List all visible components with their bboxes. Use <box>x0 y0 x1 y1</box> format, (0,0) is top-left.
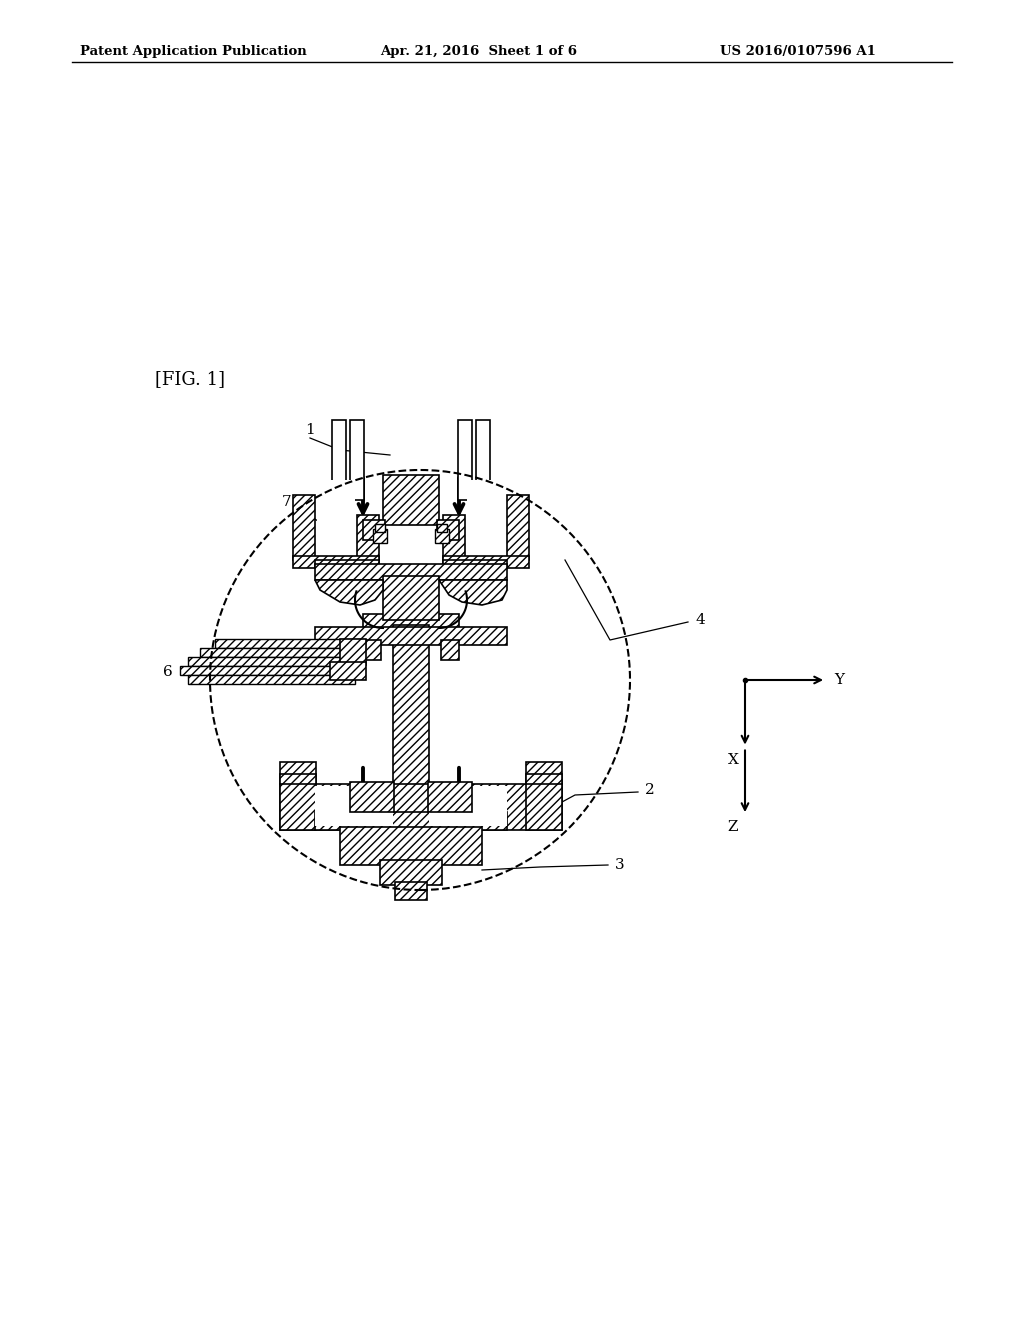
Bar <box>526 762 562 830</box>
Bar <box>330 663 366 680</box>
Text: X: X <box>728 752 738 767</box>
Text: 1: 1 <box>305 422 314 437</box>
Bar <box>280 784 562 830</box>
Bar <box>315 812 507 830</box>
Polygon shape <box>439 579 507 605</box>
Bar <box>437 524 447 532</box>
Text: Apr. 21, 2016  Sheet 1 of 6: Apr. 21, 2016 Sheet 1 of 6 <box>380 45 577 58</box>
Bar <box>280 774 316 784</box>
Bar <box>383 576 439 620</box>
Bar <box>317 480 355 554</box>
Bar <box>350 781 394 812</box>
Text: 4: 4 <box>695 612 705 627</box>
Bar <box>383 475 439 525</box>
Text: 7: 7 <box>283 495 292 510</box>
Bar <box>293 556 379 568</box>
Bar <box>467 480 505 554</box>
Bar <box>188 675 355 684</box>
Bar <box>188 657 358 667</box>
Bar <box>458 420 472 500</box>
Bar <box>428 781 472 812</box>
Text: Patent Application Publication: Patent Application Publication <box>80 45 307 58</box>
Text: Y: Y <box>834 673 844 686</box>
Bar <box>180 667 355 675</box>
Bar <box>362 640 381 660</box>
Text: Z: Z <box>728 820 738 834</box>
Bar <box>215 639 365 648</box>
Polygon shape <box>315 579 383 605</box>
Bar <box>437 520 459 540</box>
Bar <box>200 648 360 657</box>
Bar <box>441 640 459 660</box>
Bar <box>280 762 316 830</box>
Bar <box>315 564 507 579</box>
Bar <box>435 529 449 543</box>
Bar <box>315 785 393 826</box>
Bar <box>362 520 385 540</box>
Bar <box>315 560 379 568</box>
Bar <box>350 420 364 500</box>
Bar <box>443 560 507 568</box>
Bar <box>393 624 429 789</box>
Text: 2: 2 <box>645 783 655 797</box>
Bar <box>375 524 385 532</box>
Bar <box>340 639 366 665</box>
Bar <box>395 882 427 900</box>
Bar <box>332 420 346 500</box>
Text: 6: 6 <box>163 665 173 678</box>
Bar <box>443 515 465 560</box>
Bar <box>526 774 562 784</box>
Bar <box>357 515 379 560</box>
Bar <box>443 556 529 568</box>
Bar <box>380 861 442 884</box>
Text: US 2016/0107596 A1: US 2016/0107596 A1 <box>720 45 876 58</box>
Bar <box>315 627 507 645</box>
Bar <box>373 529 387 543</box>
Bar <box>340 828 482 865</box>
Bar <box>507 495 529 560</box>
Bar <box>293 495 315 560</box>
Text: [FIG. 1]: [FIG. 1] <box>155 370 225 388</box>
Bar <box>362 614 459 630</box>
Bar <box>429 785 507 826</box>
Text: 3: 3 <box>615 858 625 873</box>
Bar <box>476 420 490 500</box>
